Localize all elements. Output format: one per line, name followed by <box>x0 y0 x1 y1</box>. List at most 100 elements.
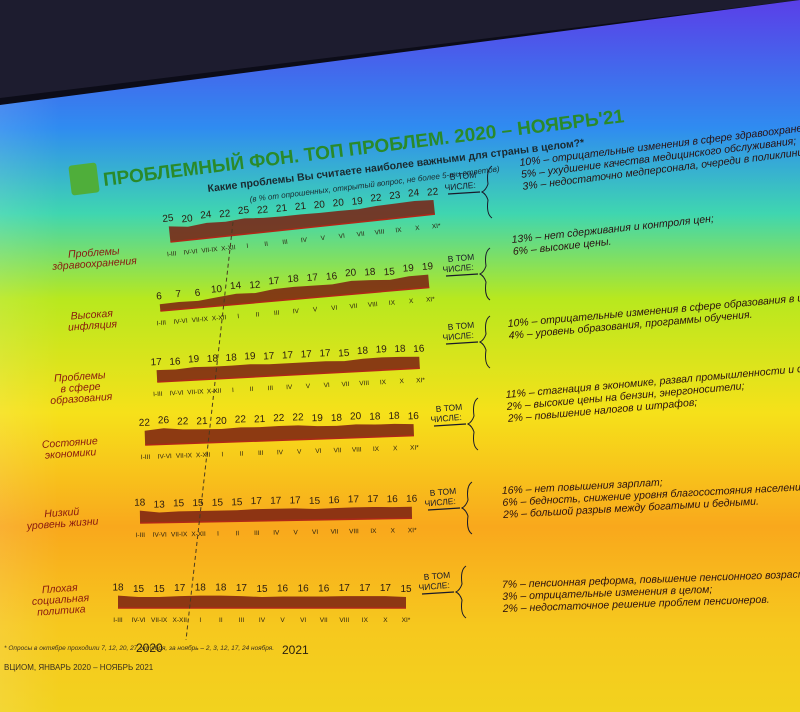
x-tick-label: VI <box>315 448 322 455</box>
brace-icon <box>478 315 491 369</box>
including-label: В ТОМЧИСЛЕ: <box>429 402 463 425</box>
x-tick-label: VIII <box>339 617 349 624</box>
data-label: 23 <box>389 190 402 202</box>
data-label: 16 <box>326 271 338 283</box>
year-2021-label: 2021 <box>282 643 309 657</box>
problem-row: 18 I-III 13 IV-VI 15 VII-IX 15 X-XII 15 I 15 II 17 II… <box>134 494 418 539</box>
x-tick-label: IX <box>380 379 387 386</box>
including-label: В ТОМЧИСЛЕ: <box>441 252 475 275</box>
data-label: 18 <box>225 352 237 364</box>
data-label: 15 <box>383 266 395 278</box>
problem-row: 17I-III16IV-VI19VII-IX18X-XII18I19II17II… <box>150 343 425 398</box>
x-tick-label: VII-IX <box>201 246 219 255</box>
data-label: 17 <box>251 496 263 507</box>
x-tick-label: II <box>255 311 259 318</box>
data-label: 17 <box>174 583 186 594</box>
data-label: 19 <box>375 344 387 356</box>
including-label: В ТОМЧИСЛЕ: <box>441 320 475 343</box>
x-tick-label: I-III <box>113 617 123 624</box>
year-axis: 2020 2021 <box>136 221 309 657</box>
series-baseline <box>157 367 420 383</box>
data-label: 16 <box>408 411 420 422</box>
x-tick-label: X-XII <box>212 314 227 322</box>
data-label: 17 <box>367 494 379 505</box>
x-tick-label: IV <box>259 617 266 624</box>
x-tick-label: I <box>246 243 249 250</box>
data-label: 15 <box>338 348 350 360</box>
data-label: 17 <box>270 496 282 507</box>
data-label: 12 <box>249 280 261 292</box>
series-area <box>144 423 414 445</box>
x-tick-label: VII <box>331 529 339 536</box>
series-baseline <box>160 286 430 312</box>
x-tick-label: III <box>239 617 245 624</box>
arrow-icon <box>447 191 481 195</box>
x-tick-label: VII <box>334 447 342 454</box>
x-tick-label: IX <box>389 299 396 307</box>
x-tick-label: VIII <box>352 446 362 453</box>
data-label: 18 <box>394 344 406 356</box>
x-tick-label: X <box>415 225 421 232</box>
x-tick-label: IV-VI <box>173 318 188 326</box>
data-label: 15 <box>400 584 412 595</box>
x-tick-label: I <box>237 313 240 320</box>
x-tick-label: V <box>313 306 319 313</box>
x-tick-label: X <box>383 617 388 624</box>
data-label: 20 <box>345 267 357 279</box>
data-label: 10 <box>211 284 223 296</box>
data-label: 15 <box>173 498 185 509</box>
x-tick-label: IX <box>362 617 369 624</box>
x-tick-label: IX <box>370 528 377 535</box>
data-label: 19 <box>422 261 434 273</box>
x-tick-label: III <box>258 450 264 457</box>
x-tick-label: X-XII <box>191 531 206 538</box>
x-tick-label: V <box>306 383 311 390</box>
data-label: 17 <box>359 583 371 594</box>
x-tick-label: I-III <box>156 320 166 328</box>
including-label: В ТОМЧИСЛЕ: <box>423 486 457 509</box>
brace-icon <box>480 165 493 219</box>
x-tick-label: VII <box>341 381 349 388</box>
x-tick-label: V <box>293 529 298 536</box>
data-label: 15 <box>133 584 145 595</box>
x-tick-label: I <box>217 531 219 538</box>
x-tick-label: I-III <box>167 250 177 258</box>
data-label: 18 <box>207 353 219 365</box>
x-tick-label: IV <box>277 449 284 456</box>
data-label: 19 <box>188 354 200 366</box>
data-label: 16 <box>328 495 340 506</box>
data-label: 18 <box>112 583 124 594</box>
data-label: 17 <box>150 357 162 369</box>
data-label: 20 <box>350 411 362 422</box>
x-tick-label: II <box>236 530 240 537</box>
data-label: 17 <box>380 583 392 594</box>
including-label: В ТОМЧИСЛЕ: <box>443 170 477 193</box>
arrow-icon <box>445 341 479 345</box>
data-label: 17 <box>306 272 318 284</box>
brace-icon <box>466 397 479 451</box>
data-label: 22 <box>370 192 383 204</box>
x-tick-label: V <box>280 617 285 624</box>
x-tick-label: VII <box>349 303 358 311</box>
x-tick-label: X <box>391 528 396 535</box>
brace-icon <box>460 481 473 535</box>
data-label: 20 <box>181 213 194 225</box>
logo-icon <box>68 162 100 196</box>
x-tick-label: V <box>297 449 302 456</box>
source-label: ВЦИОМ, ЯНВАРЬ 2020 – НОЯБРЬ 2021 <box>4 663 154 672</box>
x-tick-label: III <box>254 530 260 537</box>
x-tick-label: VII-IX <box>176 452 193 460</box>
data-label: 14 <box>230 280 242 292</box>
data-label: 6 <box>156 291 163 302</box>
data-label: 18 <box>388 411 400 422</box>
footnote: * Опросы в октябре проходили 7, 12, 20, … <box>4 644 274 652</box>
data-label: 18 <box>195 583 207 594</box>
x-tick-label: I <box>221 451 223 458</box>
data-label: 16 <box>406 494 418 505</box>
x-tick-label: IV-VI <box>183 248 198 256</box>
data-label: 17 <box>348 494 360 505</box>
data-label: 15 <box>231 497 243 508</box>
data-label: 20 <box>215 416 227 427</box>
x-tick-label: IV <box>293 308 300 316</box>
